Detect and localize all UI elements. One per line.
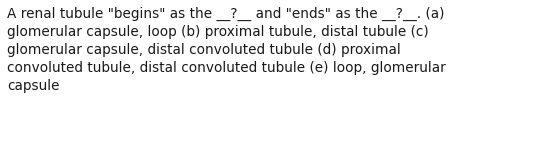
Text: A renal tubule "begins" as the __?__ and "ends" as the __?__. (a)
glomerular cap: A renal tubule "begins" as the __?__ and…	[7, 7, 446, 93]
